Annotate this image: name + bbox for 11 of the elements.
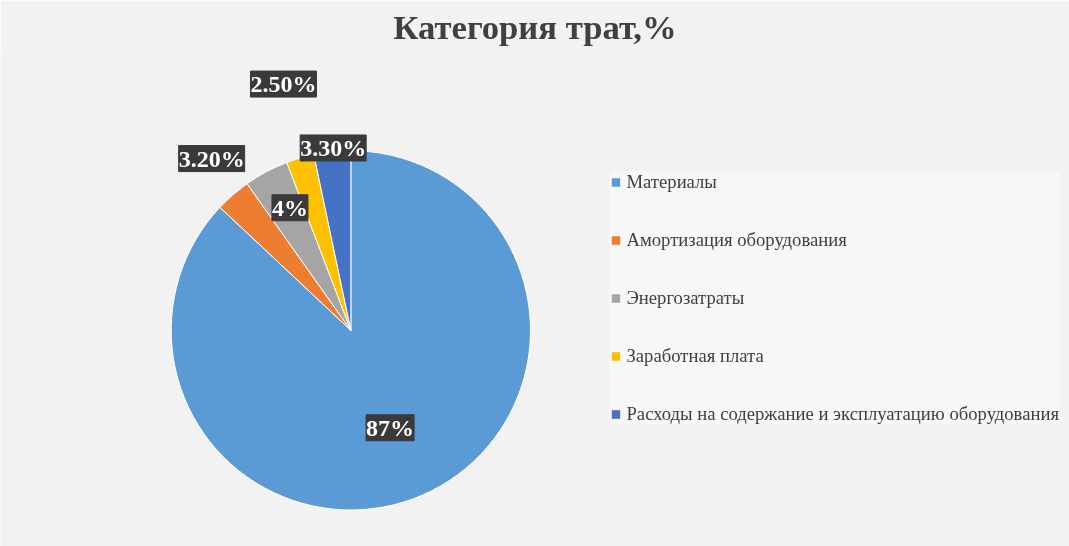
data-label: 3.20% [178,145,245,172]
legend-label: Энергозатраты [626,287,745,309]
data-label: 3.30% [300,134,367,161]
data-label: 87% [366,414,415,441]
data-label: 2.50% [250,71,317,98]
chart-title: Категория трат,% [393,7,677,46]
data-label: 4% [271,194,308,221]
legend-label: Расходы на содержание и эксплуатацию оборудования [626,403,1059,425]
legend-label: Амортизация оборудования [626,229,847,251]
legend-label: Заработная плата [626,345,764,367]
legend-label: Материалы [626,171,717,193]
